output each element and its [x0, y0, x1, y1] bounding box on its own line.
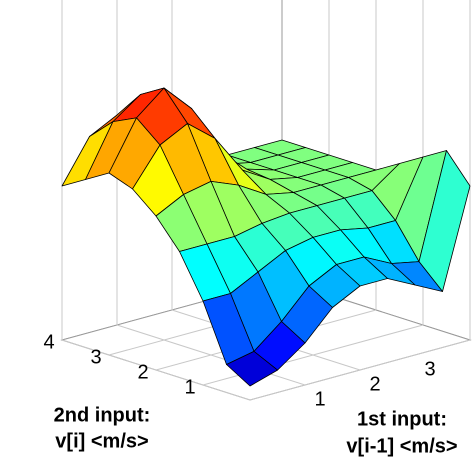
- grid-line: [249, 339, 471, 401]
- y-tick-label: 1: [184, 376, 195, 398]
- y-tick-label: 2: [137, 361, 148, 383]
- y-tick-label: 3: [90, 346, 101, 368]
- x-tick-label: 3: [424, 358, 435, 380]
- y-axis-label: v[i] <m/s>: [55, 430, 148, 452]
- y-axis-label: 2nd input:: [54, 404, 151, 426]
- x-axis-label: v[i-1] <m/s>: [346, 435, 457, 457]
- x-tick-label: 1: [314, 388, 325, 410]
- x-axis-label: 1st input:: [357, 408, 447, 430]
- surface-patch: [226, 350, 278, 387]
- x-tick-label: 2: [369, 373, 380, 395]
- y-tick-label: 4: [43, 331, 54, 353]
